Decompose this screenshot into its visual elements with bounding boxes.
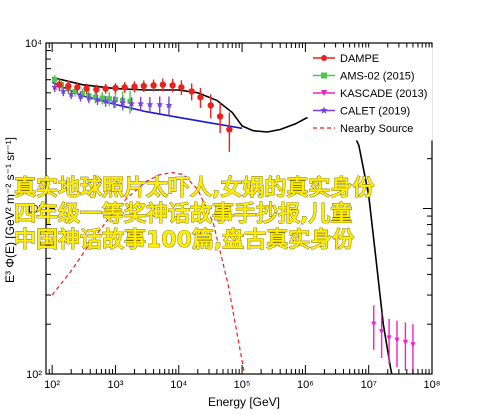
data-point [321,55,327,61]
data-point [131,83,138,90]
data-point [379,329,385,335]
data-point [59,87,67,95]
data-point [94,96,101,103]
data-point [102,97,110,105]
data-point [121,84,128,91]
data-point [197,94,204,101]
data-point [137,100,145,107]
legend-box [307,47,433,141]
series-dampe [56,78,233,152]
data-point [83,85,90,92]
legend-label: Nearby Source [340,123,413,135]
overlay-line-1: 真实地球照片太吓人,女娲的真实身份 [14,175,375,201]
data-point [410,342,416,348]
data-point [371,321,377,327]
data-point [321,72,327,79]
data-point [112,96,119,103]
x-tick-label: 10³ [107,379,123,391]
legend-label: KASCADE (2013) [340,88,427,100]
data-point [402,339,408,346]
overlay-line-2: 四年级一等奖神话故事手抄报,儿童 [14,201,352,227]
y-tick-label: 10⁴ [25,38,42,50]
legend-item: DAMPE [313,53,379,65]
y-axis-label: E³ Φ(E) [GeV² m⁻² s⁻¹ sr⁻¹] [3,137,17,283]
y-tick-label: 10³ [26,204,42,216]
x-tick-label: 10⁴ [170,379,187,391]
data-point [102,85,109,92]
data-point [216,113,224,120]
data-point [77,92,84,100]
overlay-line-3: 中国神话故事100篇,盘古真实身份 [14,227,355,253]
data-point [386,335,392,341]
model-curve [51,171,246,374]
data-point [67,90,75,98]
data-point [156,100,164,108]
y-tick-label: 10² [26,369,42,381]
data-point [52,77,58,83]
data-point [106,96,112,102]
x-tick-label: 10⁵ [234,379,251,391]
data-point [72,88,78,94]
data-point [92,94,98,100]
x-tick-label: 10⁷ [361,379,377,391]
data-point [146,100,154,108]
data-point [65,82,72,90]
series-calet-2019- [51,82,173,116]
data-point [140,82,147,90]
data-point [51,83,59,91]
legend: DAMPE AMS-02 (2015) KASCADE (2013) CALET (2… [307,47,433,141]
data-point [394,337,400,343]
data-point [112,84,119,92]
data-point [119,99,127,106]
legend-label: CALET (2019) [340,106,410,118]
x-tick-label: 10⁶ [297,379,314,391]
legend-item: KASCADE (2013) [313,88,427,100]
data-point [188,88,195,95]
data-point [110,98,118,105]
tick-labels: 10² 10³ 10⁴ 10⁵ 10⁶ 10⁷ 10⁸ 10² 10³ 10⁴ [25,38,440,391]
x-tick-label: 10² [44,379,60,391]
series-kascade-2013- [371,305,416,374]
data-point [178,84,185,91]
data-point [56,81,63,88]
x-axis-label: Energy [GeV] [208,395,280,409]
data-point [150,82,157,89]
data-point [226,126,233,133]
data-point [93,86,100,93]
data-point [169,82,176,89]
data-point [128,100,135,107]
data-point [127,98,133,104]
data-point [85,94,93,101]
data-point [165,101,173,109]
legend-label: DAMPE [340,53,379,65]
data-point [320,106,328,114]
legend-item: Nearby Source [313,123,413,135]
data-point [207,102,214,109]
legend-item: CALET (2019) [313,106,410,118]
data-point [159,81,167,88]
legend-label: AMS-02 (2015) [340,71,415,83]
data-point [321,90,327,96]
data-point [79,90,85,97]
legend-item: AMS-02 (2015) [313,71,415,83]
overlay-text: 真实地球照片太吓人,女娲的真实身份 四年级一等奖神话故事手抄报,儿童 中国神话故… [14,175,376,254]
data-point [99,95,105,101]
x-tick-label: 10⁸ [424,379,441,391]
data-point [74,84,81,91]
plot-content [51,75,416,374]
